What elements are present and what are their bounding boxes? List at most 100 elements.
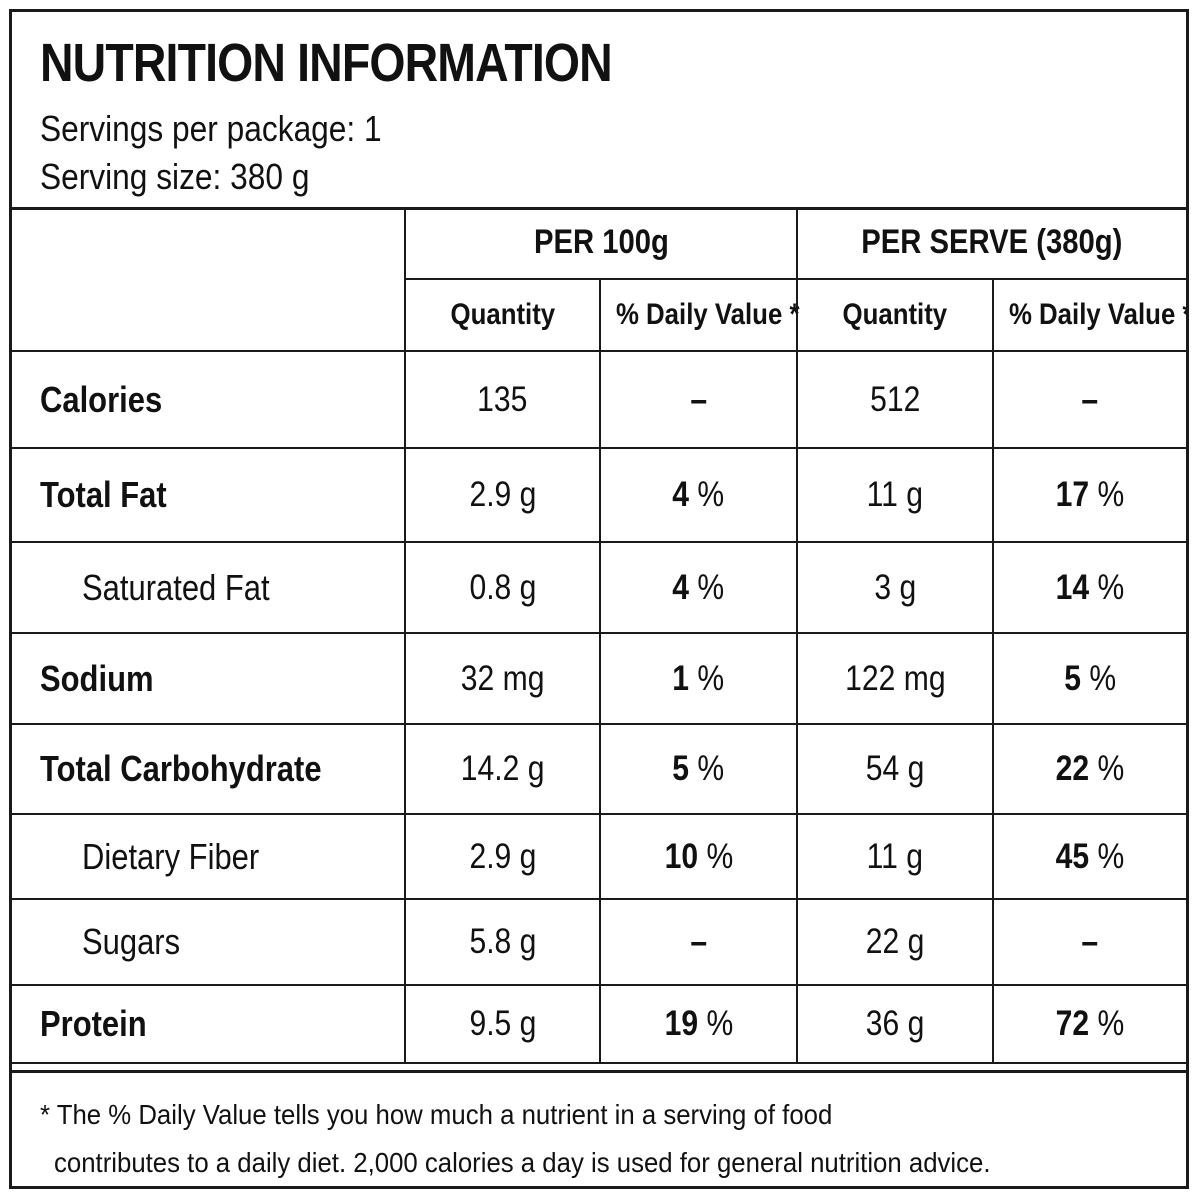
percent-sign: % [697,567,725,607]
nutrient-name: Total Carbohydrate [40,748,322,789]
dv-100g: 10 % [664,837,733,877]
quantity-serve: 54 g [865,749,925,788]
nutrient-name: Total Fat [40,474,167,515]
nutrient-name-cell: Sodium [12,632,406,725]
quantity-100g-cell: 2.9 g [404,813,601,900]
dv-100g-cell: 1 % [598,632,799,725]
percent-sign: % [1097,567,1125,607]
quantity-100g-header: Quantity [405,278,601,352]
percent-sign: % [1097,836,1125,876]
quantity-100g-cell: 5.8 g [404,898,601,986]
footnote: * The % Daily Value tells you how much a… [12,1070,1186,1186]
dv-number: 45 [1055,836,1090,876]
percent-sign: % [1089,658,1116,698]
nutrient-row: Protein 9.5 g 19 % 36 g 72 % [12,984,1186,1064]
dv-serve: 5 % [1064,659,1116,699]
nutrient-name-cell: Total Carbohydrate [12,723,406,815]
nutrient-name: Calories [40,378,163,420]
label-title: NUTRITION INFORMATION [40,33,613,93]
nutrient-name-cell: Sugars [12,898,406,986]
empty-corner-cell [12,207,406,352]
quantity-serve: 11 g [866,836,924,876]
dv-number: – [690,922,707,961]
serving-size: Serving size: 380 g [40,156,310,197]
percent-sign: % [1097,749,1125,788]
nutrient-name: Saturated Fat [82,566,270,608]
dv-100g-cell: – [598,350,799,449]
quantity-serve-cell: 36 g [796,984,995,1064]
dv-number: – [1081,922,1099,961]
dv-number: 5 [672,749,690,788]
nutrient-row: Sodium 32 mg 1 % 122 mg 5 % [12,632,1186,725]
dv-100g-cell: 10 % [598,813,799,900]
quantity-serve-header: Quantity [796,278,995,352]
percent-sign: % [697,658,725,698]
dv-number: – [1081,379,1099,419]
dv-serve: – [1082,922,1099,962]
quantity-serve-cell: 54 g [796,723,995,815]
nutrition-table: PER 100g PER SERVE (380g) Quantity % Dai… [12,207,1186,1064]
quantity-serve-cell: 122 mg [796,632,995,725]
quantity-100g-cell: 14.2 g [404,723,601,815]
quantity-100g-cell: 9.5 g [404,984,601,1064]
dv-number: 14 [1055,567,1090,607]
footnote-line-1: * The % Daily Value tells you how much a… [40,1099,833,1130]
quantity-100g: 2.9 g [469,475,536,514]
quantity-serve: 3 g [874,567,916,607]
dv-number: 1 [672,658,690,698]
dv-number: 72 [1055,1004,1090,1043]
percent-sign: % [697,749,725,788]
quantity-serve: 22 g [865,922,925,961]
nutrient-row: Sugars 5.8 g – 22 g – [12,898,1186,986]
percent-sign: % [1097,1004,1125,1043]
dv-serve-cell: 17 % [992,447,1186,543]
column-label: Quantity [450,298,555,331]
dv-serve-cell: 14 % [992,541,1186,634]
dv-serve: 72 % [1056,1004,1125,1044]
column-label: Quantity [842,298,948,331]
dv-number: – [690,379,707,419]
percent-sign: % [706,836,733,876]
quantity-100g-cell: 0.8 g [404,541,601,634]
quantity-100g-cell: 32 mg [404,632,601,725]
dv-100g: 4 % [673,568,725,608]
dv-100g: 1 % [673,659,725,699]
nutrient-row: Dietary Fiber 2.9 g 10 % 11 g 45 % [12,813,1186,900]
quantity-100g-cell: 135 [404,350,601,449]
quantity-100g: 9.5 g [469,1004,536,1043]
quantity-serve-cell: 22 g [796,898,995,986]
percent-sign: % [697,475,725,514]
dv-number: 19 [664,1004,698,1043]
quantity-serve: 512 [869,379,921,419]
nutrient-name: Protein [40,1003,147,1044]
quantity-serve-cell: 11 g [796,813,995,900]
quantity-100g: 2.9 g [469,836,536,876]
per-100g-label: PER 100g [533,223,669,261]
dv-number: 22 [1055,749,1090,788]
dv-serve-cell: 5 % [992,632,1186,725]
nutrient-row: Total Carbohydrate 14.2 g 5 % 54 g 22 % [12,723,1186,815]
dv-100g-cell: 4 % [598,447,799,543]
nutrient-name-cell: Total Fat [12,447,406,543]
dv-serve-header: % Daily Value * [992,278,1186,352]
quantity-100g-cell: 2.9 g [404,447,601,543]
quantity-100g: 135 [477,379,528,419]
dv-100g-cell: – [598,898,799,986]
quantity-100g: 5.8 g [469,922,536,961]
dv-number: 10 [664,836,698,876]
dv-serve-cell: – [992,350,1186,449]
dv-100g-cell: 19 % [598,984,799,1064]
dv-serve: 17 % [1056,475,1125,515]
dv-serve-cell: 72 % [992,984,1186,1064]
dv-100g: – [690,380,707,420]
quantity-serve-cell: 512 [796,350,995,449]
dv-100g-header: % Daily Value * [598,278,800,352]
dv-100g-cell: 4 % [598,541,799,634]
servings-per-package: Servings per package: 1 [40,108,382,149]
nutrient-name: Sugars [82,921,181,962]
nutrient-row: Calories 135 – 512 – [12,350,1186,449]
dv-number: 4 [672,567,690,607]
label-header: NUTRITION INFORMATION Servings per packa… [12,12,1186,210]
dv-serve-cell: – [992,898,1186,986]
nutrient-row: Total Fat 2.9 g 4 % 11 g 17 % [12,447,1186,543]
